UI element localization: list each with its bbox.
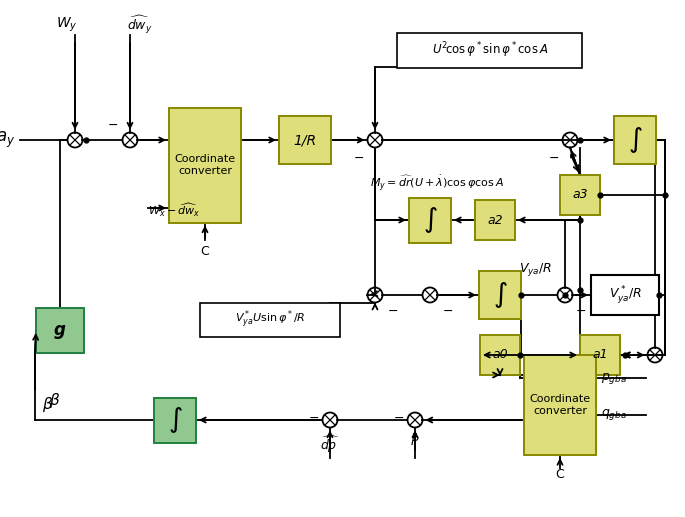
Bar: [397, 33, 582, 68]
Bar: [36, 308, 84, 353]
Text: $\bar{P}$: $\bar{P}$: [410, 433, 420, 449]
Text: −: −: [388, 305, 398, 318]
Text: a0: a0: [493, 348, 508, 361]
Bar: [200, 303, 340, 337]
Bar: [169, 108, 241, 222]
Bar: [524, 355, 596, 455]
Bar: [479, 271, 521, 319]
Bar: [614, 116, 656, 164]
Bar: [154, 398, 196, 443]
Text: −: −: [575, 305, 586, 318]
Text: a2: a2: [487, 214, 503, 226]
Text: $\beta$: $\beta$: [49, 390, 61, 409]
Bar: [591, 275, 659, 315]
Text: C: C: [556, 468, 564, 481]
Text: $\int$: $\int$: [168, 405, 182, 435]
Text: −: −: [354, 152, 364, 165]
Text: $q_{gba}$: $q_{gba}$: [601, 407, 627, 422]
Text: $V_{ya}^*/R$: $V_{ya}^*/R$: [608, 284, 641, 306]
Text: $\int$: $\int$: [627, 125, 643, 155]
Text: $W_y$: $W_y$: [56, 16, 78, 34]
Text: g: g: [54, 321, 66, 339]
Text: −: −: [394, 412, 405, 424]
Text: −: −: [108, 119, 119, 132]
Text: $\widehat{dw}_y$: $\widehat{dw}_y$: [127, 14, 153, 36]
Text: $U^2\!\cos\varphi^*\sin\varphi^*\cos A$: $U^2\!\cos\varphi^*\sin\varphi^*\cos A$: [432, 40, 548, 60]
Bar: [279, 116, 331, 164]
Text: a3: a3: [572, 189, 588, 202]
Text: $V_{ya}^*U\sin\varphi^*/R$: $V_{ya}^*U\sin\varphi^*/R$: [235, 309, 306, 331]
Bar: [409, 197, 451, 242]
Text: $W_x-\widehat{dw}_x$: $W_x-\widehat{dw}_x$: [148, 201, 201, 219]
Bar: [480, 335, 520, 375]
Text: −: −: [443, 305, 453, 318]
Text: $M_y = \widehat{dr}(U+\dot{\lambda})\cos\varphi\cos A$: $M_y = \widehat{dr}(U+\dot{\lambda})\cos…: [370, 173, 504, 193]
Text: 1/R: 1/R: [293, 133, 316, 147]
Bar: [475, 200, 515, 240]
Text: $\beta$: $\beta$: [42, 396, 53, 415]
Text: $V_{ya}/R$: $V_{ya}/R$: [519, 261, 551, 278]
Text: $\widehat{dp}$: $\widehat{dp}$: [320, 433, 340, 454]
Bar: [580, 335, 620, 375]
Text: $\int$: $\int$: [423, 205, 438, 235]
Text: Coordinate
converter: Coordinate converter: [530, 394, 590, 416]
Text: $a_y$: $a_y$: [0, 130, 15, 150]
Text: −: −: [549, 152, 560, 165]
Text: $\int$: $\int$: [493, 280, 508, 310]
Text: Coordinate
converter: Coordinate converter: [175, 154, 236, 176]
Text: a1: a1: [593, 348, 608, 361]
Text: $p_{gba}$: $p_{gba}$: [601, 371, 627, 386]
Text: C: C: [201, 245, 210, 258]
Bar: [560, 175, 600, 215]
Text: −: −: [309, 412, 319, 424]
